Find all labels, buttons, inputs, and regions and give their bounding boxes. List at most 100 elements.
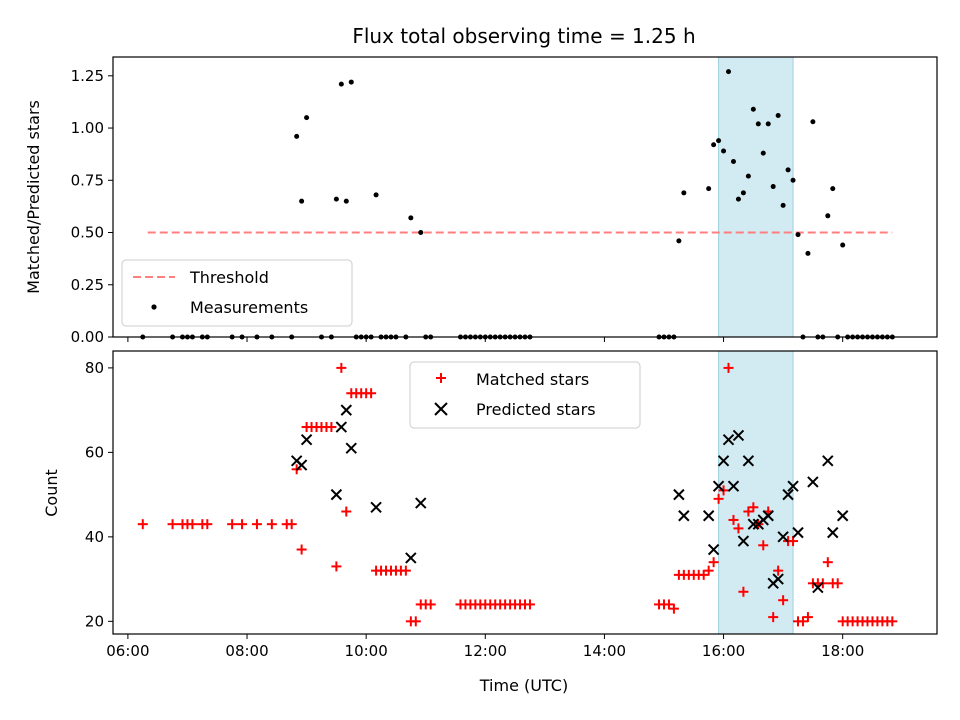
matched-star-point [341,506,352,517]
measurement-point [294,133,300,139]
matched-star-point [266,519,277,530]
bottom-marks-layer [137,362,898,627]
bottom-x-ticks-layer: 06:00 08:00 10:00 12:00 14:00 16:00 18:00 [106,634,864,660]
predicted-star-point [717,455,730,467]
matched-star-point [400,565,411,576]
predicted-star-point [340,404,353,416]
measurement-point [338,81,344,87]
bottom-legend-box [409,361,641,429]
top-shaded-interval [718,56,794,338]
bottom-y-tick-label: 40 [85,528,104,546]
measurement-point [785,167,791,173]
top-y-tick-label: 1.00 [71,119,104,137]
predicted-star-point [712,480,725,492]
measurement-point [348,79,354,85]
matched-star-point [703,565,714,576]
measurement-point [373,192,379,198]
bottom-y-tick-label: 60 [85,443,104,461]
matched-star-point [887,616,898,627]
measurement-point [805,250,811,256]
top-panel: Flux total observing time = 1.25 h Match… [24,24,938,346]
measurement-point [840,242,846,248]
matched-star-point [425,599,436,610]
bottom-x-tick-label: 08:00 [225,642,268,660]
bottom-legend: Matched stars Predicted stars [409,361,641,429]
predicted-stars-legend-label: Predicted stars [476,400,596,419]
predicted-star-point [777,531,789,543]
predicted-stars-legend-swatch [434,402,448,416]
top-y-tick-label: 0.25 [71,276,104,294]
predicted-star-point [807,476,819,488]
matched-star-point [778,595,789,606]
measurement-point [299,198,305,204]
matched-star-point [296,544,307,555]
predicted-star-point [300,433,313,446]
measurement-point [795,232,801,238]
matched-star-point [524,599,535,610]
measurement-point [735,196,741,202]
predicted-star-point [707,543,720,556]
predicted-star-point [822,455,834,467]
bottom-panel-x-axis-label: Time (UTC) [479,676,568,695]
top-axes-frame [112,56,938,338]
bottom-panel-y-axis-label: Count [42,469,61,517]
bottom-x-tick-label: 10:00 [345,642,388,660]
predicted-star-point [732,429,745,442]
measurement-point [810,119,816,125]
measurement-point [418,230,424,236]
matched-stars-legend-label: Matched stars [476,370,589,389]
predicted-star-point [335,421,348,433]
matched-star-point [738,586,749,597]
measurement-point [408,215,414,221]
matched-star-point [167,519,178,530]
measurement-point [750,106,756,112]
measurement-point [780,202,786,208]
bottom-x-tick-label: 16:00 [702,642,745,660]
predicted-star-point [678,510,690,522]
measurement-point [343,198,349,204]
top-panel-y-axis-label: Matched/Predicted stars [24,100,43,294]
matched-star-point [708,557,719,568]
matched-star-point [237,519,248,530]
predicted-star-point [772,573,784,585]
matched-star-point [802,612,813,623]
measurement-point [681,190,687,196]
bottom-y-tick-label: 20 [85,612,104,630]
top-x-ticks-layer [127,337,844,342]
predicted-star-point [787,480,799,492]
matched-star-point [410,616,421,627]
predicted-star-point [742,455,755,467]
predicted-star-point [295,459,308,471]
measurement-point [790,177,796,183]
measurement-point [721,148,727,154]
predicted-star-point [370,501,382,513]
matched-star-point [202,519,213,530]
top-y-tick-label: 0.75 [71,171,104,189]
bottom-x-tick-label: 06:00 [106,642,149,660]
matched-star-point [773,565,784,576]
top-y-ticks-layer: 0.00 0.25 0.50 0.75 1.00 1.25 [71,67,113,346]
matched-star-point [758,540,769,551]
matched-star-point [748,502,759,513]
predicted-star-point [747,518,760,530]
predicted-star-point [762,510,774,522]
measurement-point [745,173,751,179]
top-legend: Threshold Measurements [121,259,353,327]
matched-star-point [733,523,744,534]
predicted-star-point [792,526,804,539]
matched-star-point [768,612,779,623]
predicted-star-point [782,488,794,501]
matched-star-point [326,422,337,433]
measurement-point [755,121,761,127]
measurements-legend-swatch [151,304,157,310]
predicted-star-point [722,433,735,446]
predicted-star-point [415,497,427,509]
matched-star-point [366,388,377,399]
predicted-star-point [827,526,839,539]
matched-star-point [137,519,148,530]
matched-star-point [728,514,739,525]
measurement-point [775,113,781,119]
bottom-shaded-interval-layer [718,350,794,635]
measurement-point [830,186,836,192]
